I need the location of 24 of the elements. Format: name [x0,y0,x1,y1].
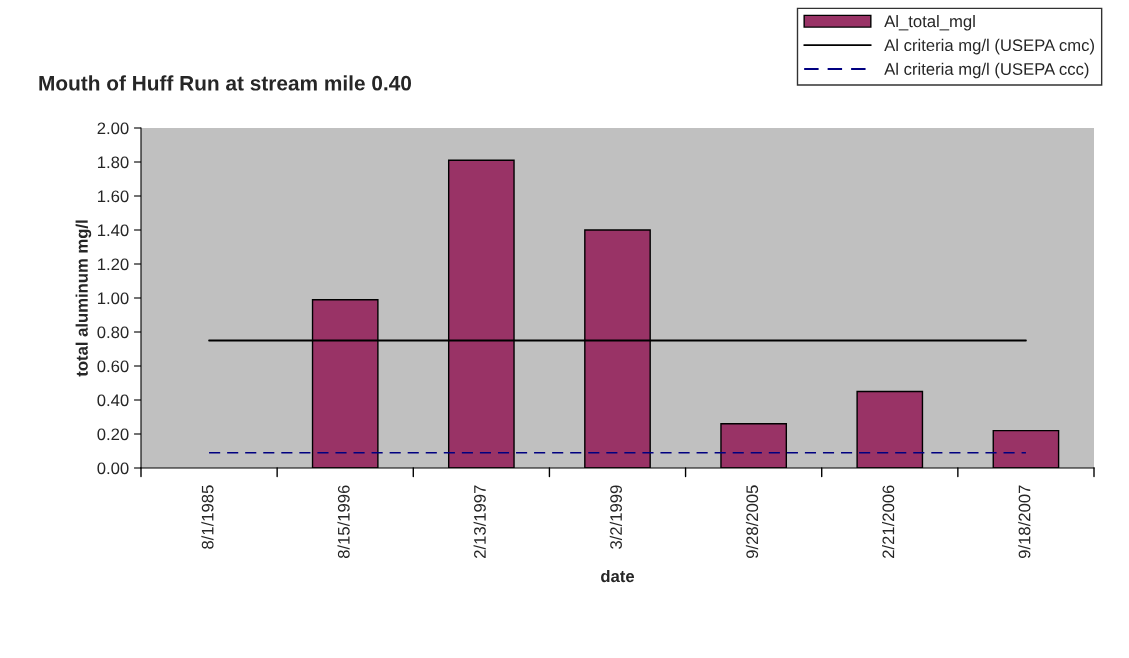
x-tick-label: 3/2/1999 [609,485,622,549]
y-tick-label: 0.80 [97,326,129,339]
y-tick-label: 1.00 [98,292,129,305]
chart-title: Mouth of Huff Run at stream mile 0.40 [39,75,412,91]
y-tick-label: 0.60 [97,360,129,373]
x-tick-label: 2/13/1997 [473,485,486,558]
x-tick-label: 9/18/2007 [1018,485,1031,559]
legend-label: Al_total_mgl [884,15,975,31]
y-tick-label: 1.80 [98,156,129,169]
y-tick-label: 0.40 [97,394,129,407]
y-tick-label: 0.00 [97,462,129,475]
y-tick-label: 1.60 [98,190,129,203]
x-tick-label: 8/1/1985 [201,485,214,549]
y-tick-label: 1.40 [98,224,129,237]
legend-label: Al criteria mg/l (USEPA ccc) [884,62,1089,79]
y-tick-label: 0.20 [97,428,129,441]
x-tick-label: 9/28/2005 [745,485,759,559]
y-tick-label: 2.00 [97,122,129,135]
y-tick-label: 1.20 [98,258,129,271]
x-tick-label: 8/15/1996 [337,485,350,559]
x-axis-title: date [601,569,635,583]
legend-label: Al criteria mg/l (USEPA cmc) [884,38,1094,55]
x-tick-label: 2/21/2006 [882,485,895,558]
y-axis-title: total aluminum mg/l [75,220,92,377]
